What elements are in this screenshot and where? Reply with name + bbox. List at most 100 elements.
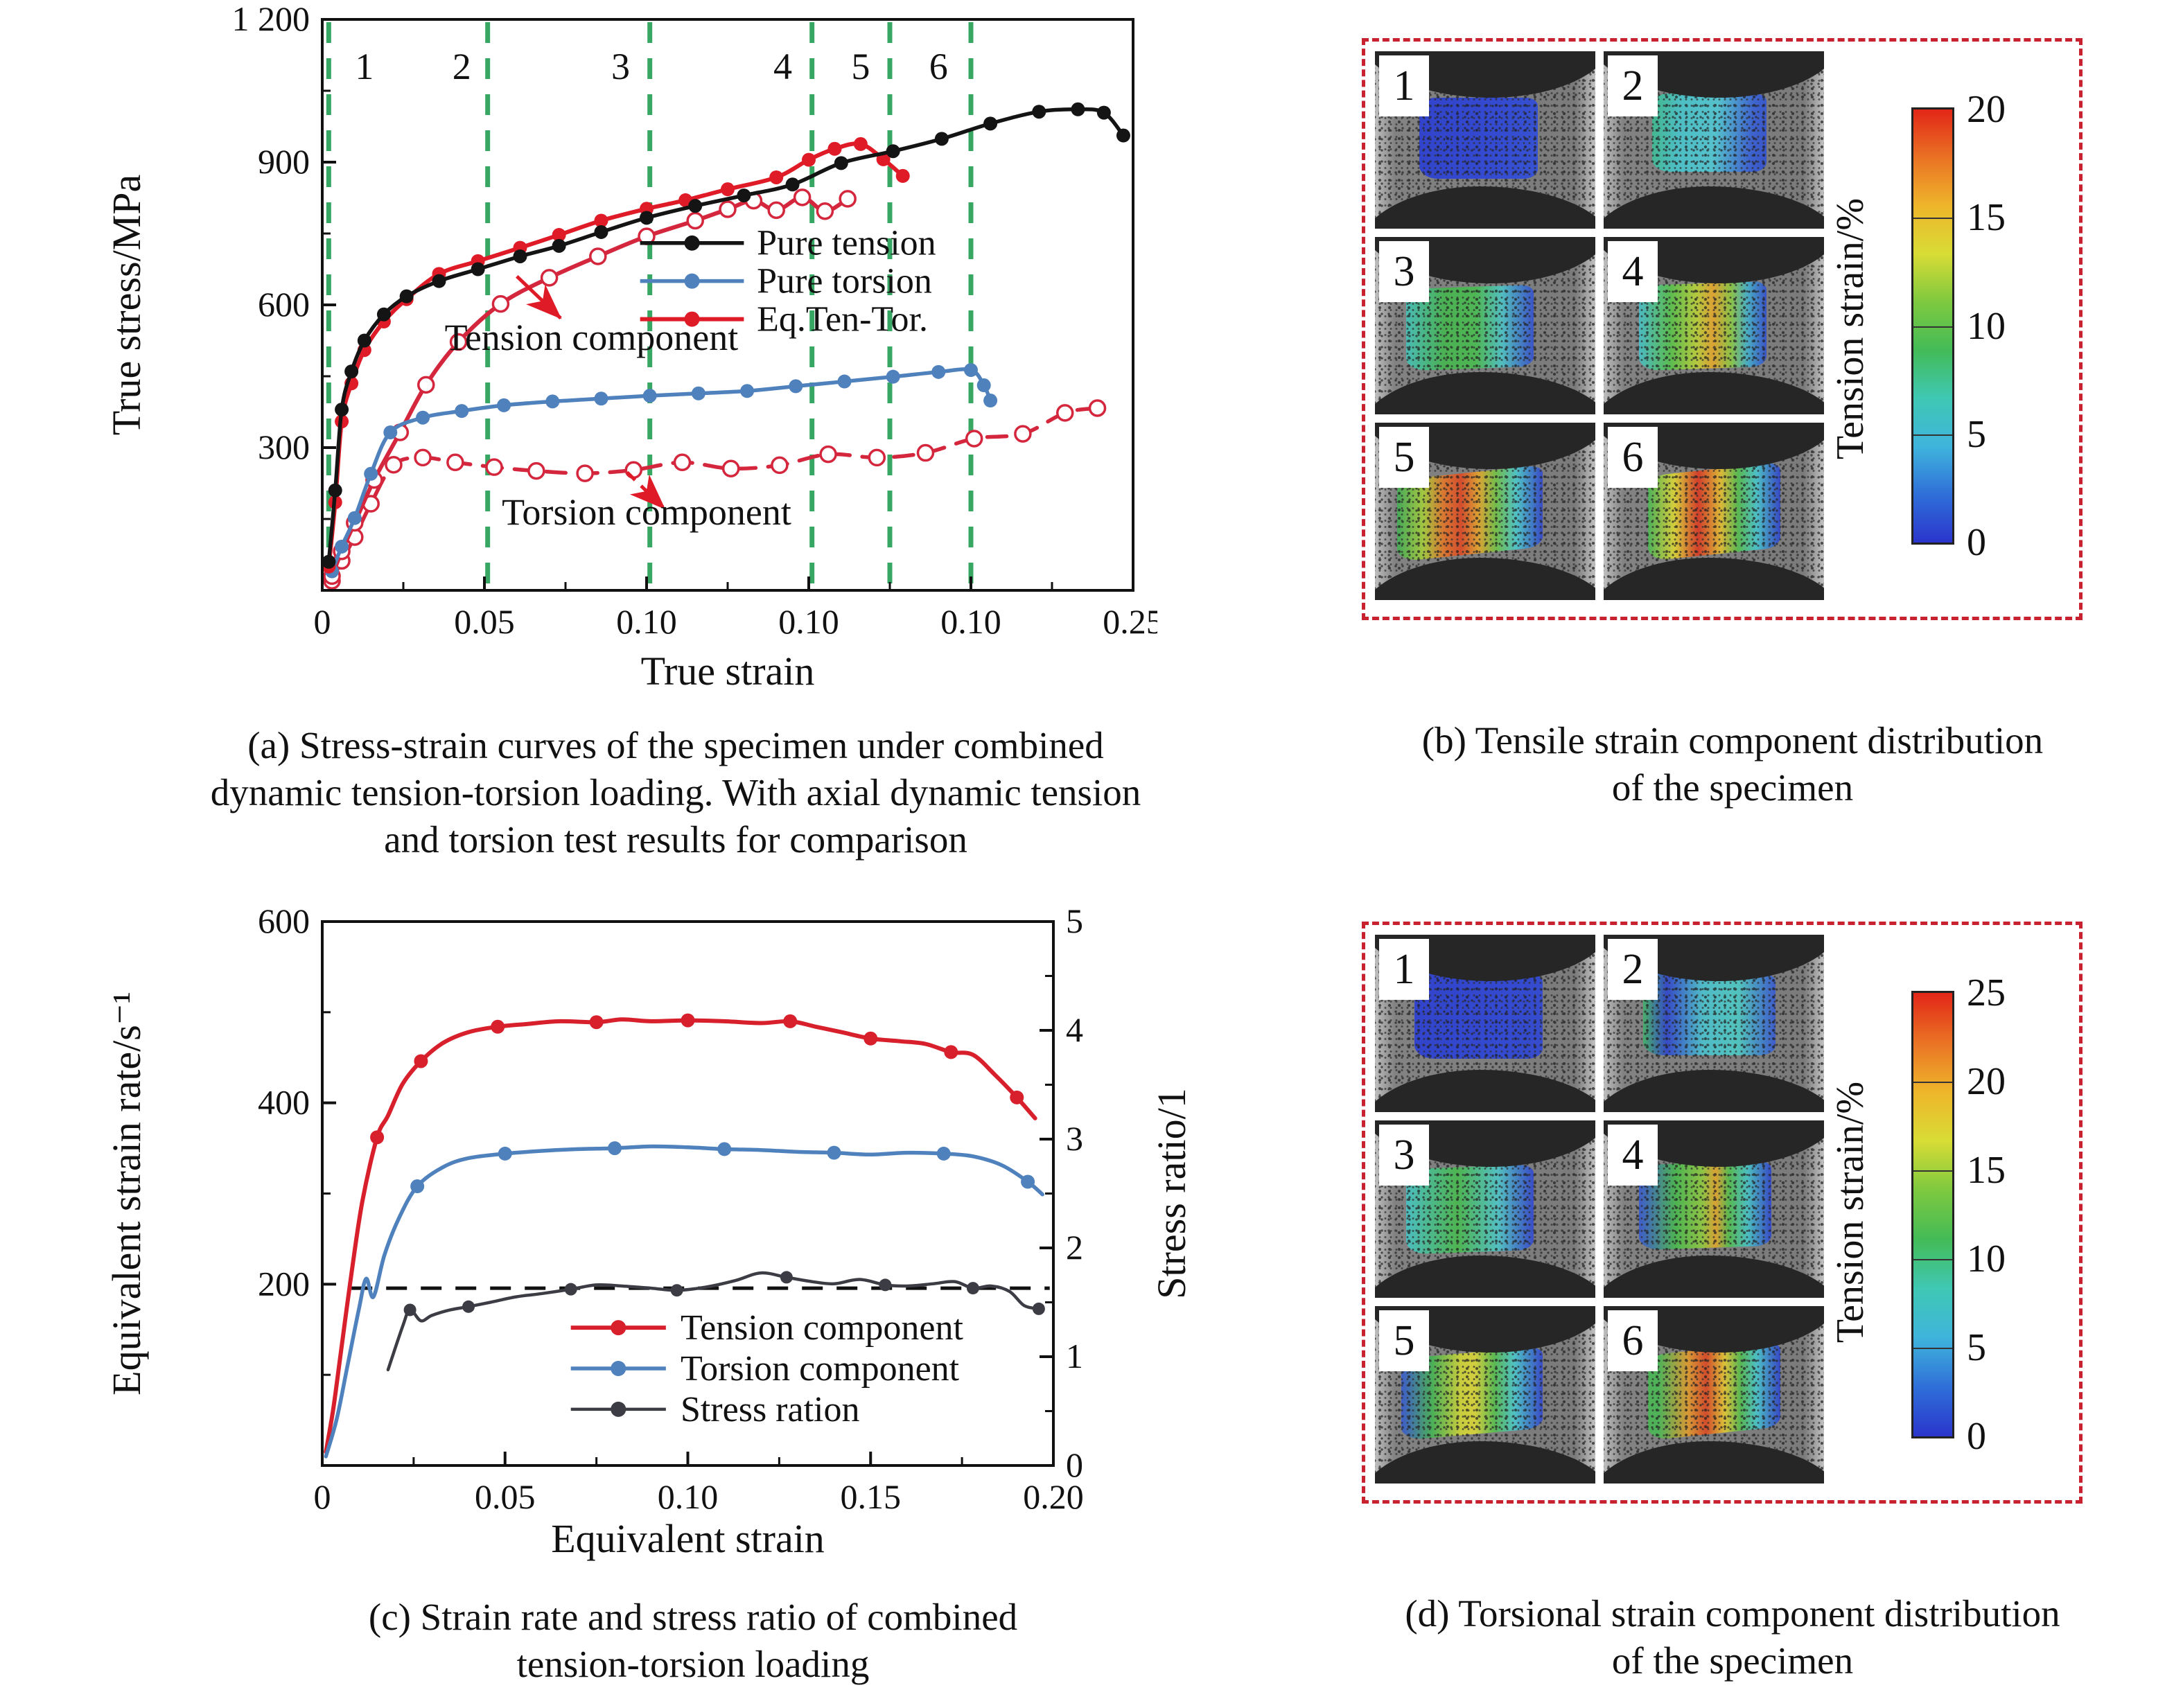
x-tick-label: 0.10: [778, 602, 839, 641]
y-tick-label: 600: [258, 901, 310, 940]
stage-number: 2: [453, 46, 471, 87]
specimen-number: 4: [1608, 241, 1658, 302]
y-tick-label: 200: [258, 1264, 310, 1303]
right-y-tick-label: 0: [1066, 1445, 1083, 1484]
colorbar-tick-line: [1913, 326, 1952, 328]
specimen-number: 3: [1379, 1125, 1429, 1186]
specimen-tile-1: 1: [1375, 51, 1595, 229]
stage-number: 4: [773, 46, 792, 87]
x-tick-label: 0.15: [841, 1477, 902, 1516]
caption-line: dynamic tension-torsion loading. With ax…: [210, 771, 1141, 813]
colorbar-tick-label: 10: [1967, 1238, 2006, 1280]
y-axis-title: Equivalent strain rate/s⁻¹: [104, 992, 149, 1396]
specimen-tile-1: 1: [1375, 935, 1595, 1112]
x-axis-title: True strain: [641, 649, 815, 694]
colorbar-tick-label: 0: [1967, 521, 1986, 564]
colorbar-tick-line: [1913, 1082, 1952, 1083]
colorbar-gradient: [1911, 107, 1954, 545]
annotation-text: Torsion component: [502, 491, 791, 533]
colorbar-title-text: Tension strain/%: [1829, 198, 1872, 460]
stage-number: 3: [611, 46, 630, 87]
specimen-tile-4: 4: [1604, 237, 1824, 414]
colorbar-tick-label: 15: [1967, 1149, 2006, 1192]
panel-b-specimen-box: 1 2 3 4 5 6 Tension strain/% 20 15 10 5 0: [1362, 38, 2083, 620]
stage-number: 5: [851, 46, 870, 87]
axis-ticks: 0 0.05 0.10 0.15 0.20 200 400 600 0 1 2 3 4 5: [258, 901, 1084, 1516]
right-y-tick-label: 5: [1066, 901, 1083, 940]
annotation: Torsion component: [502, 470, 791, 533]
series-tension-component: [323, 188, 857, 586]
annotation-text: Tension component: [445, 317, 739, 358]
colorbar-title: Tension strain/%: [1828, 925, 1873, 1500]
specimen-number: 1: [1379, 939, 1429, 1000]
colorbar-tick-line: [1913, 1259, 1952, 1260]
x-tick-label: 0.25: [1103, 602, 1157, 641]
caption-panel-a: (a) Stress-strain curves of the specimen…: [104, 722, 1247, 863]
colorbar-tick-label: 25: [1967, 971, 2006, 1014]
specimen-tile-5: 5: [1375, 1306, 1595, 1484]
legend-entry: Pure torsion: [757, 262, 932, 301]
colorbar-tick-line: [1913, 218, 1952, 220]
colorbar-tick-label: 15: [1967, 196, 2006, 240]
caption-line: (d) Torsional strain component distribut…: [1405, 1592, 2060, 1635]
caption-line: and torsion test results for comparison: [384, 818, 967, 861]
series-torsion-component: [324, 1141, 1044, 1459]
colorbar-tick-line: [1913, 1170, 1952, 1172]
y-tick-label: 400: [258, 1083, 310, 1122]
specimen-grid: 1 2 3 4 5 6: [1375, 51, 1824, 600]
colorbar-tick-label: 5: [1967, 412, 1986, 456]
y-axis-title: True stress/MPa: [104, 175, 149, 436]
y-tick-label: 900: [258, 142, 310, 181]
caption-line: (b) Tensile strain component distributio…: [1421, 719, 2044, 761]
specimen-number: 6: [1608, 427, 1658, 488]
specimen-tile-2: 2: [1604, 935, 1824, 1112]
colorbar-title-text: Tension strain/%: [1829, 1082, 1872, 1344]
legend-entry: Stress ration: [681, 1390, 860, 1429]
legend-entry: Pure tension: [757, 224, 936, 263]
y-tick-label: 1 200: [232, 0, 310, 38]
right-y-tick-label: 3: [1066, 1119, 1083, 1158]
specimen-number: 6: [1608, 1310, 1658, 1371]
specimen-tile-5: 5: [1375, 423, 1595, 600]
series-pure-torsion: [325, 363, 998, 579]
specimen-grid: 1 2 3 4 5 6: [1375, 935, 1824, 1484]
specimen-tile-6: 6: [1604, 423, 1824, 600]
legend-entry: Torsion component: [681, 1349, 960, 1389]
stage-number: 1: [355, 46, 374, 87]
x-tick-label: 0.05: [475, 1477, 536, 1516]
strain-rate-chart: 0 0.05 0.10 0.15 0.20 200 400 600 0 1 2 3 4 5 Equivale…: [104, 901, 1194, 1561]
caption-panel-c: (c) Strain rate and stress ratio of comb…: [104, 1594, 1282, 1688]
x-tick-label: 0: [314, 602, 331, 641]
specimen-number: 4: [1608, 1125, 1658, 1186]
series-pure-tension: [322, 102, 1130, 569]
right-y-tick-label: 2: [1066, 1228, 1083, 1267]
caption-panel-b: (b) Tensile strain component distributio…: [1317, 717, 2148, 811]
x-tick-label: 0.05: [454, 602, 515, 641]
caption-line: (a) Stress-strain curves of the specimen…: [247, 724, 1104, 766]
stress-strain-chart: 1 2 3 4 5 6 0 0.05 0.10 0.10 0.10 0.25 300 600 900 1 20…: [104, 0, 1158, 694]
colorbar-title: Tension strain/%: [1828, 42, 1873, 617]
colorbar-gradient: [1911, 991, 1954, 1438]
specimen-number: 1: [1379, 55, 1429, 116]
y-tick-label: 300: [258, 428, 310, 466]
caption-line: tension-torsion loading: [516, 1643, 870, 1685]
specimen-tile-3: 3: [1375, 1120, 1595, 1298]
specimen-number: 5: [1379, 427, 1429, 488]
caption-panel-d: (d) Torsional strain component distribut…: [1317, 1590, 2148, 1684]
specimen-tile-3: 3: [1375, 237, 1595, 414]
specimen-tile-6: 6: [1604, 1306, 1824, 1484]
right-y-axis-title: Stress ratio/1: [1149, 1088, 1194, 1298]
colorbar-tick-label: 20: [1967, 88, 2006, 131]
caption-line: (c) Strain rate and stress ratio of comb…: [368, 1596, 1018, 1638]
colorbar-tick-label: 0: [1967, 1415, 1986, 1458]
x-tick-label: 0.10: [940, 602, 1001, 641]
specimen-number: 5: [1379, 1310, 1429, 1371]
legend-entry: Tension component: [681, 1308, 964, 1348]
x-axis-title: Equivalent strain: [551, 1516, 825, 1561]
axis-ticks: 0 0.05 0.10 0.10 0.10 0.25 300 600 900 1 200: [232, 0, 1158, 641]
right-y-tick-label: 1: [1066, 1337, 1083, 1375]
caption-line: of the specimen: [1611, 1639, 1854, 1682]
